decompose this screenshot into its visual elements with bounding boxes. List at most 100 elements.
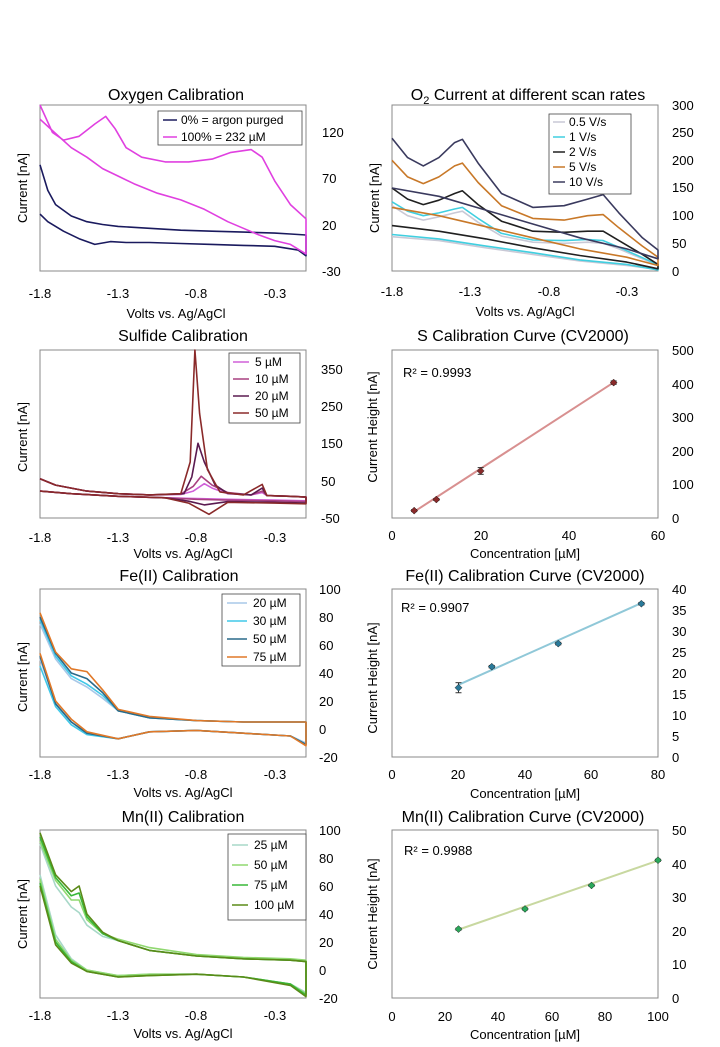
x-tick-label: -1.8 [29, 767, 51, 782]
x-tick-label: -1.8 [381, 284, 403, 299]
legend-label: 20 µM [255, 389, 289, 403]
panel-oxygen-calibration: Oxygen Calibration 0% = argon purged 100… [15, 87, 344, 321]
legend: 25 µM 50 µM 75 µM 100 µM [227, 833, 307, 921]
title-o: O [411, 87, 423, 104]
trace-group [39, 832, 307, 998]
panel-title: Mn(II) Calibration Curve (CV2000) [402, 809, 645, 826]
x-tick-label: 0 [388, 1009, 395, 1024]
panel-mn-calibration-curve: Mn(II) Calibration Curve (CV2000) R² = 0… [365, 809, 686, 1042]
legend-box [548, 113, 632, 195]
legend: 5 µM 10 µM 20 µM 50 µM [228, 352, 301, 424]
y-tick-label: 25 [672, 645, 686, 660]
legend-label: 0.5 V/s [569, 115, 606, 129]
x-tick-label: 0 [388, 528, 395, 543]
trace-group [410, 378, 618, 515]
x-tick-label: 40 [562, 528, 576, 543]
panel-title: Fe(II) Calibration [119, 568, 238, 585]
y-tick-label: 120 [322, 125, 344, 140]
y-tick-label: 100 [319, 582, 341, 597]
series-trace-10-m [39, 475, 307, 503]
panel-o2-scan-rates: O2 Current at different scan rates 0.5 V… [367, 87, 694, 319]
y-tick-label: 100 [672, 208, 694, 223]
y-tick-label: -20 [319, 991, 338, 1006]
y-axis-label: Current [nA] [15, 642, 30, 712]
x-tick-label: -1.8 [29, 530, 51, 545]
legend-label: 10 V/s [569, 175, 603, 189]
series-trace-5-v-s [391, 159, 659, 267]
data-point-marker [454, 683, 463, 692]
x-tick-label: -0.8 [185, 286, 207, 301]
panel-title: O2 Current at different scan rates [411, 87, 645, 107]
x-tick-label: 0 [388, 767, 395, 782]
y-tick-label: 0 [319, 722, 326, 737]
y-tick-label: 20 [319, 694, 333, 709]
series-trace-1-v-s [391, 201, 659, 271]
y-tick-label: 40 [672, 857, 686, 872]
x-tick-label: -1.3 [107, 530, 129, 545]
legend-label: 50 µM [253, 632, 287, 646]
legend: 0% = argon purged 100% = 232 µM [157, 110, 303, 146]
panel-title: Sulfide Calibration [118, 328, 248, 345]
x-tick-label: -1.3 [459, 284, 481, 299]
linear-fit-line [413, 381, 615, 513]
y-tick-label: 5 [672, 729, 679, 744]
y-tick-label: 60 [319, 638, 333, 653]
series-trace-50-m [39, 840, 307, 995]
legend-label: 10 µM [255, 372, 289, 386]
y-axis-label: Current [nA] [15, 153, 30, 223]
legend-label: 5 µM [255, 355, 282, 369]
x-tick-label: -0.3 [264, 530, 286, 545]
y-tick-label: 70 [322, 171, 336, 186]
series-trace-0-5-v-s [391, 205, 659, 271]
x-tick-label: -1.8 [29, 286, 51, 301]
data-point-marker [410, 506, 419, 515]
legend-label: 50 µM [255, 406, 289, 420]
x-tick-label: -0.3 [264, 767, 286, 782]
linear-fit-line [458, 602, 642, 686]
series-trace-10-v-s [391, 137, 659, 260]
trace-group [39, 349, 307, 516]
r-squared-annotation: R² = 0.9993 [403, 365, 471, 380]
data-point-marker [609, 378, 618, 387]
r-squared-annotation: R² = 0.9907 [401, 600, 469, 615]
x-axis-label: Volts vs. Ag/AgCl [134, 785, 233, 800]
x-tick-label: 60 [545, 1009, 559, 1024]
x-tick-label: -1.8 [29, 1008, 51, 1023]
x-tick-label: -0.3 [616, 284, 638, 299]
x-tick-label: -0.8 [538, 284, 560, 299]
plot-area-frame [39, 104, 307, 272]
y-tick-label: -50 [321, 511, 340, 526]
y-tick-label: 20 [319, 935, 333, 950]
y-axis-label: Current [nA] [15, 879, 30, 949]
y-tick-label: 30 [672, 624, 686, 639]
plot-area-frame [391, 349, 659, 519]
x-tick-label: 40 [491, 1009, 505, 1024]
x-tick-label: -0.8 [185, 1008, 207, 1023]
panel-s-calibration-curve: S Calibration Curve (CV2000) R² = 0.9993… [365, 328, 694, 561]
y-tick-label: 250 [672, 125, 694, 140]
y-tick-label: 150 [672, 180, 694, 195]
y-axis-label: Current [nA] [367, 163, 382, 233]
x-tick-label: 20 [438, 1009, 452, 1024]
y-tick-label: 250 [321, 399, 343, 414]
y-tick-label: -20 [319, 750, 338, 765]
y-tick-label: 40 [672, 582, 686, 597]
y-tick-label: 300 [672, 410, 694, 425]
panel-fe-calibration: Fe(II) Calibration 20 µM 30 µM 50 µM 75 … [15, 568, 341, 800]
panel-sulfide-calibration: Sulfide Calibration 5 µM 10 µM 20 µM 50 … [15, 328, 343, 561]
plot-area-frame [391, 588, 659, 758]
series-trace-50-m [39, 349, 307, 516]
y-tick-label: 20 [322, 218, 336, 233]
legend-box [157, 110, 303, 146]
legend-label: 100 µM [254, 898, 294, 912]
y-tick-label: 400 [672, 377, 694, 392]
legend-label: 75 µM [254, 878, 288, 892]
x-tick-label: -0.8 [185, 767, 207, 782]
r-squared-annotation: R² = 0.9988 [404, 843, 472, 858]
data-point-marker [476, 467, 485, 475]
x-tick-label: 100 [647, 1009, 669, 1024]
legend-label: 2 V/s [569, 145, 596, 159]
panel-title: Fe(II) Calibration Curve (CV2000) [405, 568, 644, 585]
series-trace-100-232-m [39, 104, 307, 255]
